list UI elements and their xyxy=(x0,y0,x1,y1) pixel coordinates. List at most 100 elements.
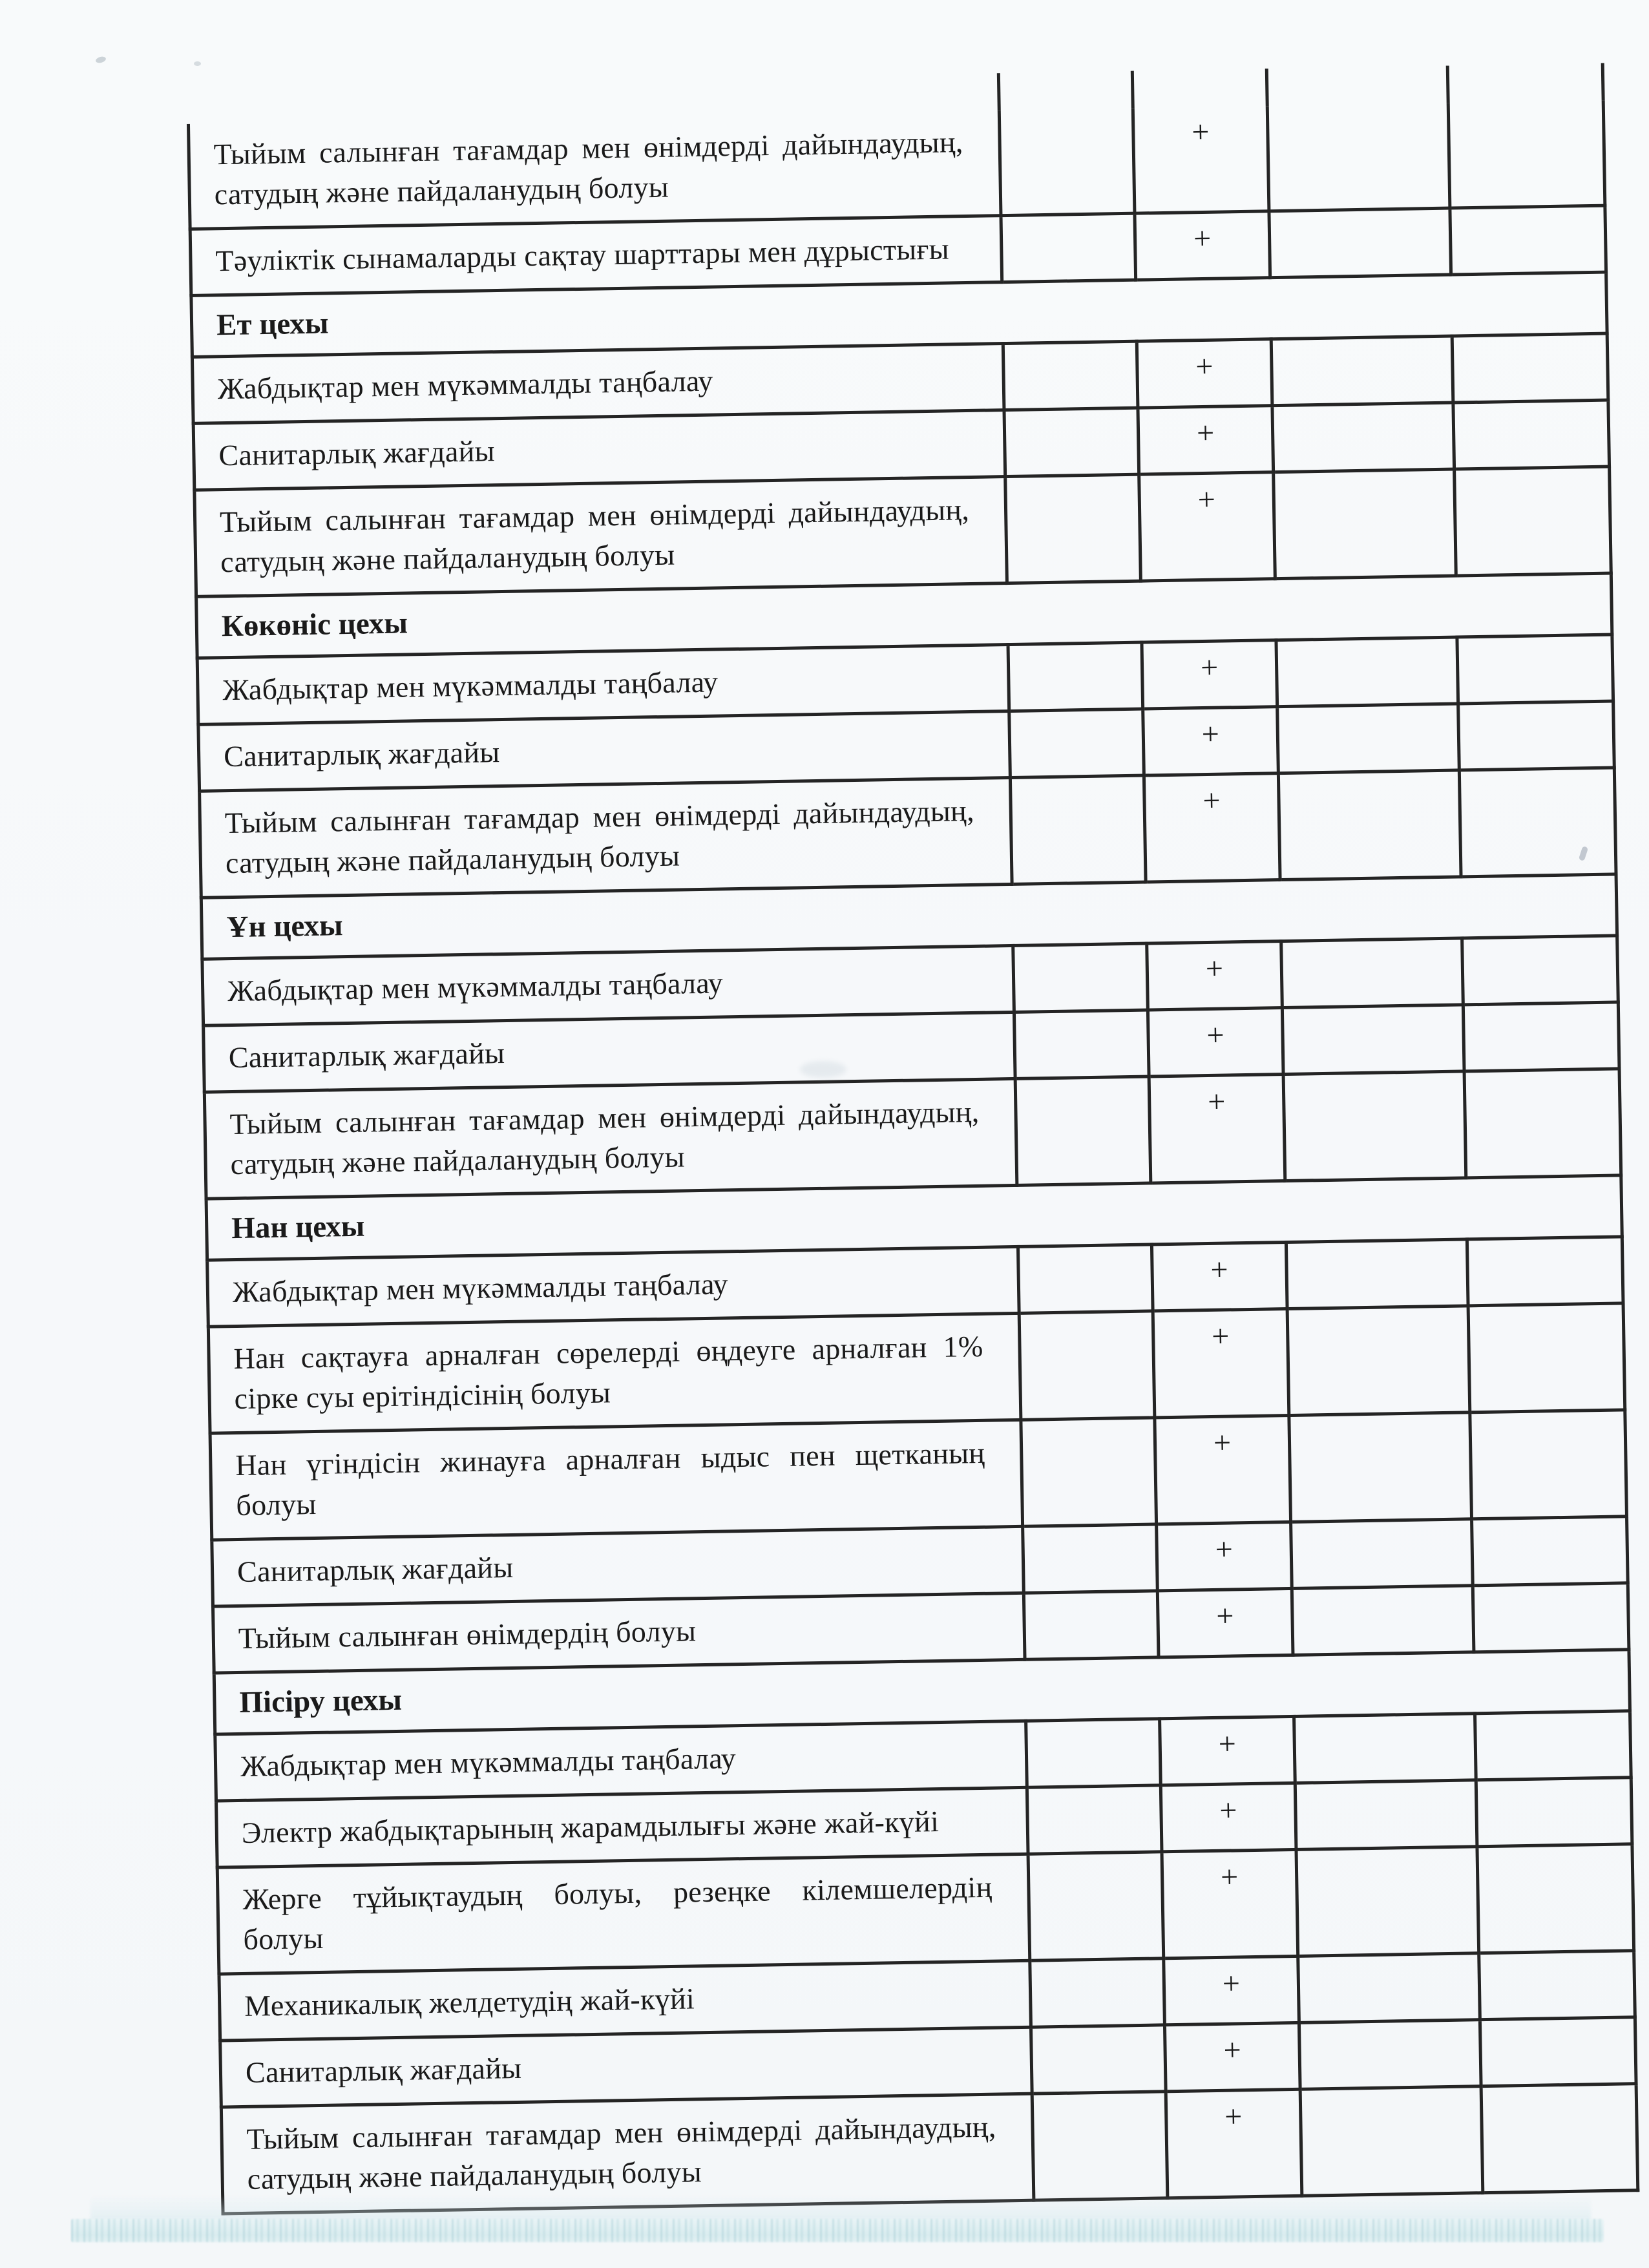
item-label-line: сатудың және пайдаланудың болуы xyxy=(214,170,669,211)
mark-cell-empty xyxy=(1459,767,1617,877)
item-label-line: Тәуліктік сынамаларды сақтау шарттары ме… xyxy=(215,232,950,278)
mark-cell-empty xyxy=(1283,1071,1466,1181)
mark-cell-empty xyxy=(1267,103,1450,211)
item-label-line: Жерге тұйықтаудың болуы, резеңке кілемше… xyxy=(242,1870,993,1916)
mark-cell-checked: + xyxy=(1148,1007,1284,1077)
mark-cell-checked: + xyxy=(1162,1849,1298,1958)
item-label-cell: Нан үгіндісін жинауға арналған ыдыс пен … xyxy=(210,1420,1023,1540)
mark-cell-checked: + xyxy=(1154,1415,1291,1524)
mark-cell-empty xyxy=(1456,635,1613,704)
mark-cell-empty xyxy=(1464,1068,1621,1178)
mark-cell-checked: + xyxy=(1134,211,1270,280)
mark-cell-empty xyxy=(1295,1780,1477,1850)
mark-cell-empty xyxy=(1015,1076,1151,1186)
item-label-cell: Тыйым салынған тағамдар мен өнімдерді да… xyxy=(204,1078,1017,1199)
item-label-cell: Тыйым салынған тағамдар мен өнімдерді да… xyxy=(194,476,1007,597)
item-label-line: Тыйым салынған тағамдар мен өнімдерді да… xyxy=(229,1095,980,1141)
mark-cell-checked: + xyxy=(1164,2022,1301,2092)
item-label-line: болуы xyxy=(235,1487,317,1522)
mark-cell-empty xyxy=(1003,341,1138,410)
item-label-line: сатудың және пайдаланудың болуы xyxy=(220,538,675,579)
mark-cell-empty xyxy=(1031,2024,1166,2094)
cut-off-mark-cell xyxy=(1132,68,1268,109)
inspection-checklist-table: Тыйым салынған тағамдар мен өнімдерді да… xyxy=(186,63,1639,2216)
cut-off-mark-cell xyxy=(1447,63,1604,103)
mark-cell-empty xyxy=(1473,1582,1629,1652)
mark-cell-empty xyxy=(1000,213,1136,282)
mark-cell-empty xyxy=(1003,408,1139,477)
mark-cell-checked: + xyxy=(1137,405,1274,475)
mark-cell-empty xyxy=(1028,1851,1164,1961)
item-label-line: сатудың және пайдаланудың болуы xyxy=(225,839,680,880)
mark-cell-checked: + xyxy=(1141,640,1277,709)
mark-cell-empty xyxy=(1019,1310,1155,1420)
mark-cell-checked: + xyxy=(1166,2089,1302,2198)
mark-cell-empty xyxy=(1296,1846,1479,1957)
scanner-artifact-band xyxy=(71,2219,1604,2242)
item-label-line: Тыйым салынған тағамдар мен өнімдерді да… xyxy=(246,2110,996,2156)
mark-cell-checked: + xyxy=(1133,106,1269,214)
item-label-cell: Нан сақтауға арналған сөрелерді өңдеуге … xyxy=(208,1313,1021,1434)
item-label-line: Санитарлық жағдайы xyxy=(223,735,500,773)
item-label-line: Механикалық желдетудің жай-күйі xyxy=(244,1982,695,2022)
checklist-body: Тыйым салынған тағамдар мен өнімдерді да… xyxy=(187,63,1638,2214)
mark-cell-empty xyxy=(1013,943,1148,1013)
mark-cell-checked: + xyxy=(1142,706,1279,776)
item-label-cell: Тыйым салынған тағамдар мен өнімдерді да… xyxy=(188,110,1001,229)
mark-cell-empty xyxy=(1282,1004,1465,1075)
mark-cell-empty xyxy=(999,108,1135,216)
mark-cell-empty xyxy=(1014,1010,1150,1079)
item-label-line: Нан сақтауға арналған сөрелерді өңдеуге … xyxy=(233,1329,983,1376)
mark-cell-checked: + xyxy=(1156,1522,1292,1591)
mark-cell-empty xyxy=(1273,469,1456,579)
cut-off-mark-cell xyxy=(998,70,1133,111)
mark-cell-empty xyxy=(1480,2017,1637,2086)
scanned-table-wrapper: Тыйым салынған тағамдар мен өнімдерді да… xyxy=(186,63,1639,2216)
item-label-cell: Тыйым салынған тағамдар мен өнімдерді да… xyxy=(199,777,1013,898)
mark-cell-empty xyxy=(1020,1417,1157,1527)
item-row: Тыйым салынған тағамдар мен өнімдерді да… xyxy=(221,2083,1638,2214)
item-label-line: Жабдықтар мен мүкәммалды таңбалау xyxy=(217,364,713,406)
mark-cell-empty xyxy=(1027,1785,1162,1854)
item-label-cell: Жерге тұйықтаудың болуы, резеңке кілемше… xyxy=(217,1854,1030,1975)
mark-cell-empty xyxy=(1276,637,1458,707)
scanner-artifact-halo xyxy=(90,2196,1591,2221)
mark-cell-checked: + xyxy=(1139,472,1276,582)
mark-cell-checked: + xyxy=(1159,1716,1296,1785)
item-label-line: сатудың және пайдаланудың болуы xyxy=(230,1140,686,1181)
mark-cell-checked: + xyxy=(1144,773,1281,883)
mark-cell-empty xyxy=(1018,1244,1153,1314)
mark-cell-empty xyxy=(1005,474,1141,583)
mark-cell-checked: + xyxy=(1137,339,1272,408)
mark-cell-empty xyxy=(1297,1953,1480,2023)
item-label-line: Жабдықтар мен мүкәммалды таңбалау xyxy=(232,1267,729,1309)
mark-cell-empty xyxy=(1286,1239,1469,1309)
mark-cell-empty xyxy=(1287,1305,1470,1416)
mark-cell-empty xyxy=(1022,1524,1158,1593)
mark-cell-empty xyxy=(1300,2086,1483,2196)
mark-cell-empty xyxy=(1448,100,1605,209)
mark-cell-empty xyxy=(1475,1710,1632,1780)
item-label-line: сірке суы ерітіндісінің болуы xyxy=(234,1376,611,1416)
item-label-line: болуы xyxy=(243,1921,324,1956)
item-label-line: Нан үгіндісін жинауға арналған ыдыс пен … xyxy=(235,1436,985,1482)
mark-cell-empty xyxy=(1009,709,1144,778)
scan-smudge xyxy=(800,1061,846,1078)
mark-cell-empty xyxy=(1271,336,1453,406)
mark-cell-empty xyxy=(1025,1718,1161,1788)
item-label-line: Санитарлық жағдайы xyxy=(228,1036,505,1075)
item-label-line: сатудың және пайдаланудың болуы xyxy=(247,2155,702,2196)
mark-cell-empty xyxy=(1294,1713,1476,1783)
mark-cell-empty xyxy=(1468,1303,1625,1412)
scan-speck xyxy=(95,56,107,64)
scan-speck xyxy=(194,61,201,66)
item-label-line: Тыйым салынған өнімдердің болуы xyxy=(238,1614,697,1655)
mark-cell-checked: + xyxy=(1163,1956,1299,2025)
mark-cell-empty xyxy=(1007,642,1143,711)
mark-cell-empty xyxy=(1010,775,1146,885)
item-label-line: Тыйым салынған тағамдар мен өнімдерді да… xyxy=(213,125,964,171)
mark-cell-empty xyxy=(1476,1777,1632,1847)
mark-cell-checked: + xyxy=(1153,1308,1289,1418)
mark-cell-checked: + xyxy=(1157,1588,1293,1657)
